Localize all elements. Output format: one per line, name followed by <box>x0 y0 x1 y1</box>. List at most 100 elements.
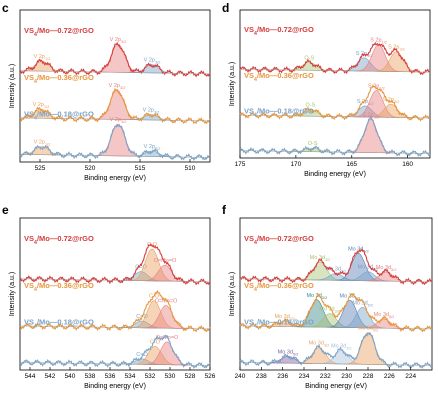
baseline <box>239 362 433 366</box>
peak-label: S 2p1/2 <box>357 99 374 106</box>
peak-label: Mo 3d3/2 <box>319 307 340 314</box>
x-tick-label: 228 <box>363 373 374 380</box>
peak-label: Mo 3d5/2 <box>374 312 395 319</box>
peak-label: V 2p3/2 <box>110 117 127 124</box>
series-line <box>19 123 211 162</box>
peak-component <box>344 332 392 366</box>
x-tick-label: 236 <box>277 373 288 380</box>
peak-component <box>94 43 142 73</box>
series-line <box>19 41 211 78</box>
series-name: VS4/Mo—0.18@rGO <box>24 317 94 329</box>
panel-label: f <box>222 203 227 217</box>
peak-label: C-O <box>149 294 160 300</box>
series-name: VS4/Mo—0.72@rGO <box>244 234 314 246</box>
x-tick-label: 532 <box>145 373 156 380</box>
peak-component <box>317 350 365 365</box>
x-tick-label: 510 <box>185 165 196 172</box>
series-name: VS4/Mo—0.18@rGO <box>244 317 314 329</box>
peak-label: S 2p3/2 <box>383 97 400 104</box>
peak-label: S 2p1/2 <box>368 84 385 91</box>
baseline <box>19 154 211 158</box>
y-axis-label: Intensity (a.u.) <box>9 272 16 316</box>
series-name: VS4/Mo—0.36@rGO <box>24 281 94 293</box>
baseline <box>19 117 211 122</box>
x-axis-label: Binding energy (eV) <box>304 171 366 178</box>
peak-component <box>326 299 374 329</box>
x-tick-label: 170 <box>290 161 301 168</box>
plot-frame <box>19 9 211 163</box>
series-line <box>239 41 431 76</box>
peak-component <box>130 300 178 329</box>
x-axis-label: Binding energy (eV) <box>305 383 367 390</box>
x-tick-label: 175 <box>235 161 246 168</box>
series-line <box>19 87 211 125</box>
peak-label: O=Mo=O <box>155 298 178 304</box>
series-line <box>239 292 433 333</box>
series-line <box>239 115 431 157</box>
peak-label: Mo 3d5/2 <box>348 246 369 253</box>
peak-label: Mo 3d3/2 <box>310 255 331 262</box>
peak-label: Mo 3d5/2 <box>278 349 299 356</box>
panel-f: f Mo 3d3/2 Mo 3d3/2 Mo 3d5/2 Mo 3d5/2 Mo 3d5/… <box>222 203 433 390</box>
plot-frame <box>239 9 431 159</box>
peak-label: V 2p3/2 <box>144 144 161 151</box>
series-name: VS4/Mo—0.36@rGO <box>244 71 314 83</box>
peak-component <box>295 347 343 365</box>
x-tick-label: 530 <box>165 373 176 380</box>
baseline <box>19 278 211 283</box>
peak-component <box>353 90 400 118</box>
peak-component <box>362 271 410 282</box>
panel-d: dO-SS 2p1/2S 2p1/2S 2p3/2VS4/Mo—0.72@rGO… <box>222 1 431 178</box>
x-tick-label: 526 <box>205 373 216 380</box>
x-tick-label: 238 <box>256 373 267 380</box>
peak-label: V 2p1/2 <box>33 102 50 109</box>
x-tick-label: 542 <box>45 373 56 380</box>
panel-label: e <box>2 203 9 217</box>
y-axis-label: Intensity (a.u.) <box>9 64 16 108</box>
peak-label: V 2p1/2 <box>34 140 51 147</box>
peak-label: C-O <box>150 339 161 345</box>
series-name: VS4/Mo—0.18@rGO <box>244 107 314 119</box>
peak-component <box>344 271 392 282</box>
series-name: VS4/Mo—0.36@rGO <box>244 281 314 293</box>
baseline <box>239 150 431 154</box>
series-name: VS4/Mo—0.72@rGO <box>24 234 94 246</box>
peak-component <box>360 318 408 329</box>
peak-label: S 2p1/2 <box>370 38 387 45</box>
x-tick-label: 525 <box>35 165 46 172</box>
x-tick-label: 160 <box>402 161 413 168</box>
peak-label: O-S <box>308 141 318 147</box>
panel-label: c <box>2 1 9 15</box>
x-axis-label: Binding energy (eV) <box>84 383 146 390</box>
peak-component <box>347 119 395 154</box>
peak-label: Mo 3d5/2 <box>376 265 397 272</box>
panel-c: c V 2p1/2 V 2p3/2 V 2p3/2 VS4/Mo—0.72@rGO V 2… <box>2 1 211 182</box>
peak-label: S 2p3/2 <box>388 45 405 52</box>
peak-label: O=Mo=O <box>156 335 179 341</box>
series-line <box>239 248 433 286</box>
peak-label: Mo 3d3/2 <box>331 343 352 350</box>
baseline <box>19 362 211 366</box>
series-name: VS4/Mo—0.36@rGO <box>24 73 94 85</box>
peak-component <box>286 61 333 71</box>
y-axis-label: Intensity (a.u.) <box>229 62 236 106</box>
x-tick-label: 230 <box>341 373 352 380</box>
series-line <box>19 334 211 370</box>
panel-e: eC=OC-OO=Mo=OVS4/Mo—0.72@rGOC=OC-OO=Mo=O… <box>2 203 216 390</box>
y-axis-label: Intensity (a.u.) <box>229 272 236 316</box>
peak-label: C-O <box>147 242 158 248</box>
x-tick-label: 232 <box>320 373 331 380</box>
x-tick-label: 520 <box>85 165 96 172</box>
panel-label: d <box>222 1 229 15</box>
peak-label: V 2p3/2 <box>109 83 126 90</box>
peak-component <box>339 307 387 329</box>
peak-label: C=O <box>135 265 147 271</box>
series-line <box>239 331 433 369</box>
baseline <box>19 325 211 330</box>
x-tick-label: 165 <box>346 161 357 168</box>
x-tick-label: 224 <box>405 373 416 380</box>
peak-component <box>93 89 141 121</box>
peak-component <box>141 264 189 282</box>
peak-label: O-S <box>304 55 314 61</box>
